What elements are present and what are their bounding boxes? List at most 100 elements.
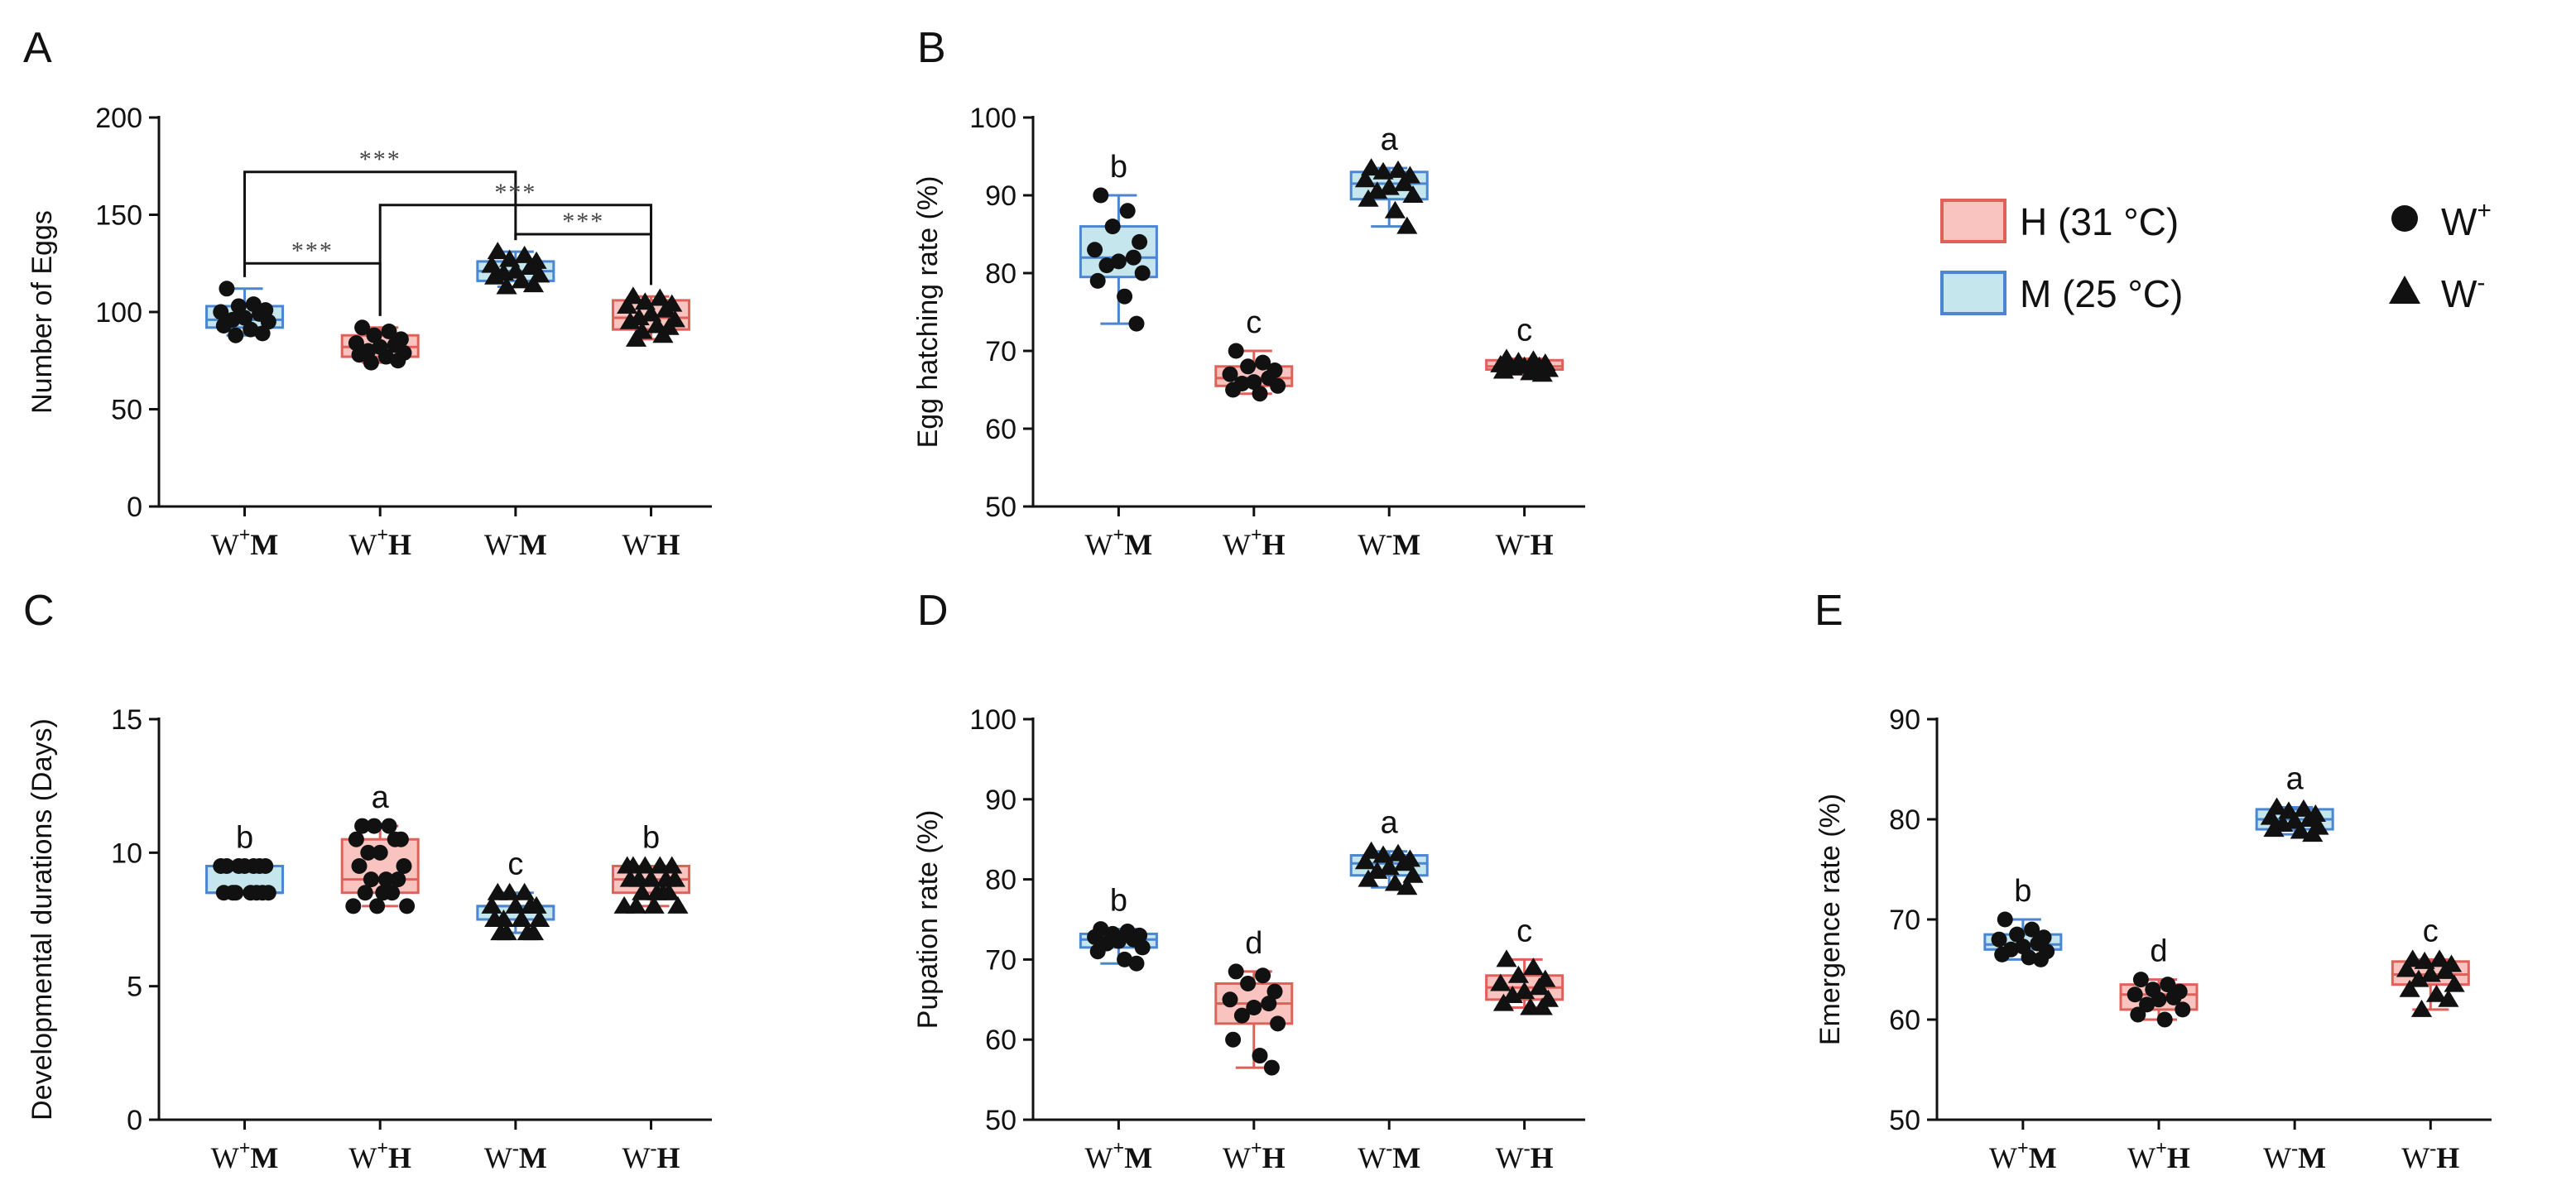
panel-letter: C — [23, 587, 55, 635]
data-point — [625, 329, 647, 347]
data-point — [1384, 200, 1406, 218]
data-point — [1233, 1007, 1250, 1024]
data-point — [1132, 233, 1148, 250]
box-group: W-H c — [1485, 313, 1564, 561]
data-point — [1492, 993, 1515, 1011]
box-group: W+H d — [2119, 934, 2199, 1174]
data-point — [484, 266, 506, 285]
circle-marker-icon — [2391, 205, 2418, 232]
box-group: W-H — [612, 286, 691, 561]
data-point — [1378, 177, 1400, 195]
data-point — [1252, 386, 1268, 402]
x-tick-label: W+H — [348, 525, 411, 561]
data-point — [1128, 955, 1145, 972]
box-group: W+M b — [1079, 884, 1158, 1174]
x-tick-label: W-H — [622, 525, 680, 561]
data-point — [1529, 977, 1550, 996]
data-point — [375, 885, 392, 901]
data-point — [387, 831, 403, 847]
triangle-marker-icon — [2389, 276, 2420, 304]
panel-letter: E — [1814, 587, 1843, 635]
data-point — [2021, 949, 2037, 966]
y-tick-label: 90 — [1889, 704, 1920, 736]
data-point — [1496, 949, 1517, 967]
data-point — [667, 895, 689, 914]
data-point — [1240, 358, 1257, 375]
y-tick-label: 150 — [95, 200, 142, 232]
data-point — [1266, 983, 1283, 1000]
data-point — [369, 898, 386, 914]
y-axis-label: Emergence rate (%) — [1814, 794, 1846, 1045]
y-tick-label: 90 — [985, 180, 1016, 212]
data-point — [213, 304, 229, 320]
data-point — [228, 327, 244, 343]
y-tick-label: 100 — [95, 297, 142, 329]
y-tick-label: 70 — [1889, 905, 1920, 936]
data-point — [522, 275, 545, 293]
significance-letter: c — [1516, 313, 1532, 348]
significance-letter: b — [642, 820, 660, 855]
significance-letter: c — [1246, 305, 1262, 340]
y-axis-label: Egg hatching rate (%) — [912, 176, 944, 449]
significance-letter: a — [372, 780, 390, 815]
data-point — [381, 818, 397, 834]
data-point — [2165, 989, 2182, 1006]
data-point — [348, 831, 364, 847]
data-point — [215, 885, 232, 901]
data-point — [2024, 921, 2040, 938]
y-tick-label: 10 — [111, 838, 142, 869]
data-point — [1222, 991, 1238, 1008]
data-point — [2425, 984, 2448, 1002]
significance-bracket: *** — [514, 208, 653, 286]
data-point — [228, 885, 244, 901]
box-group: W-M c — [476, 847, 555, 1174]
data-point — [381, 324, 397, 339]
data-point — [372, 844, 388, 861]
panel-letter: D — [917, 587, 949, 635]
data-point — [237, 310, 253, 326]
data-point — [1531, 364, 1553, 382]
data-point — [351, 857, 368, 874]
legend-item-h: H (31 °C) — [1940, 199, 2179, 243]
data-point — [1378, 857, 1400, 876]
panel-letter: B — [917, 24, 946, 72]
significance-letter: c — [507, 847, 523, 882]
data-point — [487, 242, 508, 260]
data-point — [643, 895, 665, 914]
data-point — [1531, 997, 1553, 1015]
data-point — [1089, 943, 1106, 960]
data-point — [514, 882, 536, 900]
data-point — [655, 300, 677, 318]
x-tick-label: W-M — [484, 1138, 547, 1174]
y-tick-label: 15 — [111, 704, 142, 736]
significance-letter: b — [1110, 884, 1127, 919]
data-point — [2290, 821, 2311, 839]
data-point — [499, 882, 521, 900]
data-point — [2132, 972, 2149, 988]
data-point — [2420, 964, 2441, 982]
legend-item-m: M (25 °C) — [1940, 271, 2183, 315]
box-group: W+M b — [1079, 150, 1158, 561]
x-tick-label: W-M — [1358, 525, 1420, 561]
data-point — [1387, 160, 1409, 178]
data-point — [481, 895, 502, 914]
data-point — [617, 856, 638, 874]
y-tick-label: 60 — [1889, 1005, 1920, 1036]
data-point — [230, 298, 247, 314]
x-tick-label: W-M — [2263, 1138, 2326, 1174]
data-point — [363, 871, 379, 888]
data-point — [377, 871, 394, 888]
y-tick-label: 60 — [985, 414, 1016, 445]
y-tick-label: 100 — [969, 704, 1016, 736]
data-point — [254, 325, 271, 342]
data-point — [2127, 986, 2143, 1003]
data-point — [2260, 807, 2281, 825]
data-point — [2434, 961, 2456, 979]
data-point — [2429, 949, 2450, 967]
data-point — [354, 818, 371, 834]
data-point — [520, 895, 541, 914]
data-point — [366, 818, 382, 834]
data-point — [390, 353, 406, 369]
data-point — [496, 276, 517, 295]
